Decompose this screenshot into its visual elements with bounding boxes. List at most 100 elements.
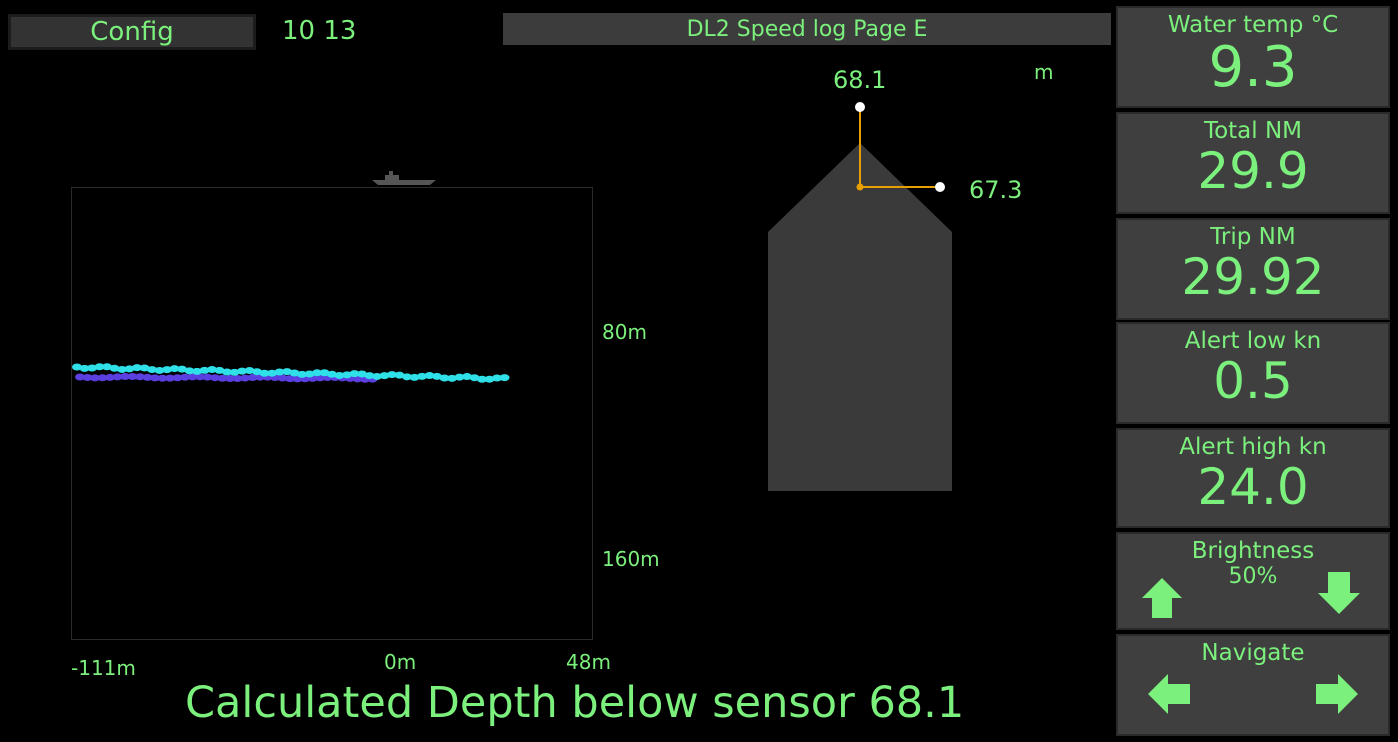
vessel-icon	[372, 171, 436, 185]
sonar-point-cyan	[387, 371, 397, 379]
sonar-point-cyan	[312, 369, 322, 377]
sonar-point-cyan	[349, 370, 360, 378]
alert-high-tile[interactable]: Alert high kn 24.0	[1116, 428, 1390, 528]
alert-low-tile[interactable]: Alert low kn 0.5	[1116, 322, 1390, 424]
sonar-point-purple	[142, 373, 153, 381]
sonar-point-cyan	[297, 370, 307, 378]
sonar-point-cyan	[432, 372, 442, 380]
sonar-point-cyan	[184, 367, 195, 375]
sonar-point-cyan	[394, 371, 405, 379]
sonar-plot-frame	[71, 187, 593, 640]
water-temp-label: Water temp °C	[1167, 12, 1339, 38]
sonar-point-purple	[82, 374, 93, 382]
sonar-point-cyan	[109, 364, 120, 372]
sonar-point-purple	[157, 374, 168, 382]
arrow-down-icon[interactable]	[1316, 570, 1362, 616]
sonar-point-cyan	[252, 368, 262, 376]
sonar-point-cyan	[379, 372, 390, 380]
sonar-point-cyan	[192, 367, 202, 375]
total-nm-label: Total NM	[1203, 118, 1303, 144]
arrow-up-icon[interactable]	[1140, 576, 1184, 620]
sonar-point-cyan	[372, 372, 382, 380]
water-temp-tile: Water temp °C 9.3	[1116, 6, 1390, 108]
sonar-point-cyan	[289, 369, 300, 377]
x-label-left: -111m	[71, 656, 136, 680]
sonar-point-cyan	[409, 373, 420, 381]
alert-high-label: Alert high kn	[1179, 434, 1327, 460]
sonar-point-cyan	[417, 372, 427, 380]
sonar-point-cyan	[87, 364, 97, 372]
sonar-point-cyan	[207, 366, 217, 374]
sonar-point-purple	[112, 373, 123, 381]
x-label-center: 0m	[384, 650, 417, 674]
sonar-point-cyan	[139, 364, 150, 372]
sonar-point-purple	[352, 375, 363, 383]
sonar-point-cyan	[177, 365, 187, 373]
sonar-point-purple	[165, 374, 175, 382]
sonar-point-cyan	[199, 366, 210, 374]
sonar-point-purple	[90, 374, 100, 382]
trip-nm-label: Trip NM	[1210, 224, 1296, 250]
sonar-point-purple	[277, 374, 288, 382]
sonar-point-purple	[232, 374, 243, 382]
brightness-value: 50%	[1228, 564, 1278, 589]
sonar-point-cyan	[169, 365, 180, 373]
sonar-point-cyan	[469, 374, 480, 382]
sonar-point-purple	[195, 373, 205, 381]
config-button[interactable]: Config	[8, 14, 256, 50]
sonar-point-cyan	[229, 368, 240, 376]
trip-nm-tile: Trip NM 29.92	[1116, 218, 1390, 320]
sonar-point-purple	[97, 374, 108, 382]
alert-high-value: 24.0	[1197, 458, 1309, 516]
sonar-point-cyan	[462, 373, 472, 381]
sonar-point-purple	[202, 373, 213, 381]
alert-low-value: 0.5	[1213, 352, 1293, 410]
page-title: DL2 Speed log Page E	[503, 13, 1111, 45]
depth-caption: Calculated Depth below sensor 68.1	[185, 678, 965, 728]
sonar-point-cyan	[304, 370, 315, 378]
sonar-point-cyan	[124, 365, 135, 373]
sonar-point-cyan	[244, 367, 255, 375]
sonar-point-purple	[75, 373, 85, 381]
sonar-point-cyan	[319, 369, 330, 377]
sonar-point-cyan	[147, 366, 157, 374]
arrow-right-icon[interactable]	[1314, 672, 1360, 716]
sonar-point-purple	[210, 374, 220, 382]
water-temp-value: 9.3	[1208, 35, 1298, 100]
sonar-point-cyan	[364, 372, 375, 380]
arrow-left-icon[interactable]	[1146, 672, 1192, 716]
sonar-point-cyan	[334, 371, 345, 379]
sonar-point-purple	[120, 373, 130, 381]
sensor-origin-dot	[856, 183, 864, 191]
sonar-plot	[72, 171, 510, 383]
sonar-point-cyan	[267, 369, 277, 377]
sonar-point-cyan	[342, 371, 352, 379]
total-nm-tile: Total NM 29.9	[1116, 112, 1390, 214]
forward-beam-endpoint	[855, 102, 865, 112]
sonar-point-cyan	[102, 363, 112, 371]
sonar-point-cyan	[447, 374, 457, 382]
sonar-point-purple	[180, 373, 190, 381]
side-beam-endpoint	[935, 182, 945, 192]
sonar-point-cyan	[72, 363, 82, 371]
depth-label-80: 80m	[602, 320, 647, 344]
brightness-tile: Brightness 50%	[1116, 532, 1390, 630]
sonar-point-cyan	[357, 370, 367, 378]
alert-low-label: Alert low kn	[1184, 328, 1322, 354]
sonar-point-purple	[247, 374, 258, 382]
hull-shape	[768, 143, 952, 491]
forward-distance: 68.1	[833, 66, 887, 94]
sonar-point-cyan	[484, 375, 495, 383]
sonar-point-cyan	[132, 364, 142, 372]
sonar-point-cyan	[327, 370, 337, 378]
x-label-right: 48m	[566, 650, 611, 674]
sonar-point-purple	[150, 374, 160, 382]
navigate-tile: Navigate	[1116, 634, 1390, 736]
sensor-diagram	[768, 102, 952, 491]
clock-readout: 10 13	[282, 16, 357, 46]
sonar-point-cyan	[454, 373, 465, 381]
sonar-point-cyan	[402, 373, 412, 381]
sonar-point-cyan	[94, 363, 105, 371]
sonar-point-purple	[285, 375, 295, 383]
sonar-point-cyan	[79, 364, 90, 372]
